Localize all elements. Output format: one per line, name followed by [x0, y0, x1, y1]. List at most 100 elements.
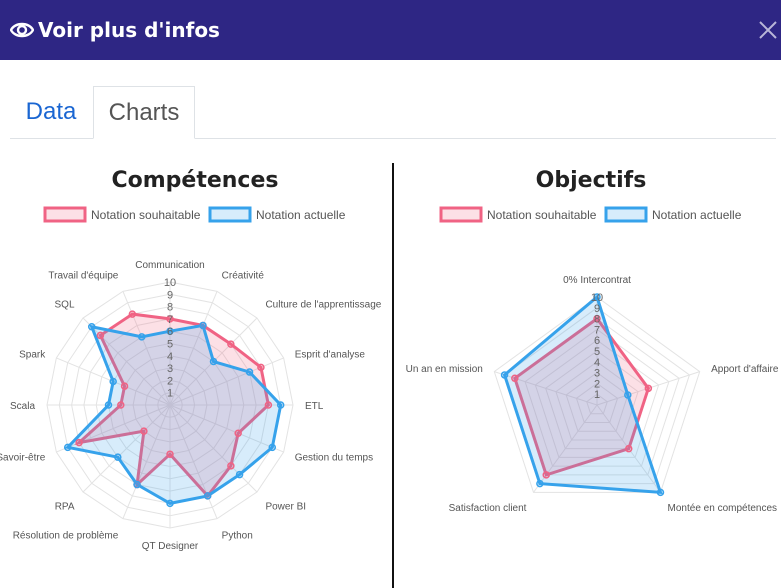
data-point-souhaitable-culture-de-l-apprentissage[interactable]	[227, 340, 235, 348]
data-point-actuelle-satisfaction-client[interactable]	[536, 479, 544, 488]
grid-spoke	[169, 404, 284, 453]
grid-ring	[524, 328, 670, 467]
grid-spoke	[169, 404, 218, 519]
grid-ring	[555, 361, 639, 441]
data-point-souhaitable-travail-d-equipe[interactable]	[128, 310, 137, 318]
data-point-souhaitable-etl[interactable]	[264, 401, 273, 409]
data-point-souhaitable-qt-designer[interactable]	[166, 450, 174, 458]
data-point-actuelle-gestion-du-temps[interactable]	[268, 443, 277, 452]
legend-item-souhaitable[interactable]: Notation souhaitable	[43, 206, 201, 223]
data-point-souhaitable-gestion-du-temps[interactable]	[234, 429, 242, 437]
legend-swatch	[43, 206, 87, 223]
data-point-actuelle-spark[interactable]	[109, 377, 117, 386]
data-point-souhaitable-0-intercontrat[interactable]	[593, 314, 601, 323]
axis-label-satisfaction-client: Satisfaction client	[449, 503, 527, 514]
data-point-souhaitable-un-an-en-mission[interactable]	[511, 374, 519, 383]
data-point-actuelle-0-intercontrat[interactable]	[593, 293, 601, 301]
tab-charts[interactable]: Charts	[93, 86, 195, 139]
grid-ring	[545, 350, 649, 450]
tabs-border	[10, 138, 776, 139]
legend-label: Notation actuelle	[652, 208, 742, 222]
legend-swatch	[208, 206, 252, 223]
tick-label-6: 6	[167, 326, 173, 338]
tick-label-2: 2	[167, 375, 173, 387]
tick-label-2: 2	[594, 378, 600, 390]
grid-spoke	[82, 404, 171, 493]
data-point-actuelle-scala[interactable]	[104, 401, 113, 409]
data-point-actuelle-montee-en-competences[interactable]	[656, 488, 665, 497]
data-point-actuelle-etl[interactable]	[276, 401, 285, 409]
chart-title: Objectifs	[536, 168, 647, 193]
tick-label-8: 8	[594, 314, 600, 326]
data-point-actuelle-creativite[interactable]	[199, 321, 207, 330]
modal-title: Voir plus d'infos	[38, 18, 220, 42]
grid-spoke	[122, 404, 171, 519]
axis-label-qt-designer: QT Designer	[142, 541, 199, 552]
data-point-actuelle-rpa[interactable]	[114, 453, 122, 461]
axis-label-apport-d-affaire: Apport d'affaire	[711, 364, 779, 375]
axis-label-spark: Spark	[19, 349, 46, 360]
data-point-actuelle-python[interactable]	[203, 492, 212, 500]
axis-label-esprit-d-analyse: Esprit d'analyse	[295, 349, 366, 360]
objectifs-radar-chart: Objectifs Notation souhaitable Notation ac…	[406, 168, 779, 514]
axis-label-etl: ETL	[305, 401, 324, 412]
axis-label-gestion-du-temps: Gestion du temps	[295, 453, 373, 464]
tick-label-1: 1	[594, 389, 600, 401]
data-point-actuelle-savoir-etre[interactable]	[63, 443, 72, 452]
tick-label-8: 8	[167, 302, 173, 314]
tick-label-7: 7	[167, 314, 173, 326]
axis-label-scala: Scala	[10, 401, 35, 412]
axis-label-un-an-en-mission: Un an en mission	[406, 364, 483, 375]
grid-ring	[565, 371, 629, 432]
tick-label-10: 10	[164, 277, 176, 289]
data-point-souhaitable-sql[interactable]	[96, 331, 105, 340]
legend-item-souhaitable[interactable]: Notation souhaitable	[439, 206, 597, 223]
legend-item-actuelle[interactable]: Notation actuelle	[604, 206, 742, 223]
data-point-souhaitable-apport-d-affaire[interactable]	[644, 384, 653, 393]
data-point-souhaitable-spark[interactable]	[120, 382, 129, 390]
data-point-souhaitable-esprit-d-analyse[interactable]	[257, 363, 265, 372]
grid-spoke	[122, 291, 171, 406]
data-point-actuelle-esprit-d-analyse[interactable]	[245, 368, 254, 376]
tick-label-5: 5	[594, 346, 600, 358]
data-point-actuelle-culture-de-l-apprentissage[interactable]	[209, 357, 218, 366]
tick-label-9: 9	[594, 303, 600, 315]
grid-spoke	[82, 317, 171, 406]
axis-label-resolution-de-probleme: Résolution de problème	[13, 531, 119, 542]
axis-label-communication: Communication	[135, 260, 204, 271]
data-point-actuelle-apport-d-affaire[interactable]	[624, 391, 632, 399]
legend-item-actuelle[interactable]: Notation actuelle	[208, 206, 346, 223]
data-point-actuelle-sql[interactable]	[87, 322, 96, 331]
close-icon[interactable]	[758, 20, 778, 40]
data-point-souhaitable-satisfaction-client[interactable]	[542, 471, 550, 479]
grid-spoke	[169, 357, 284, 406]
data-point-souhaitable-communication[interactable]	[166, 315, 174, 323]
tab-data[interactable]: Data	[25, 98, 77, 125]
data-point-actuelle-qt-designer[interactable]	[166, 499, 174, 508]
series-actuelle-area	[502, 294, 663, 495]
tick-label-4: 4	[167, 351, 173, 363]
grid-spoke	[169, 291, 218, 406]
data-point-souhaitable-scala[interactable]	[117, 401, 125, 409]
axis-label-culture-de-l-apprentissage: Culture de l'apprentissage	[265, 300, 381, 311]
data-point-souhaitable-savoir-etre[interactable]	[75, 438, 83, 447]
competences-radar-chart: Compétences Notation souhaitable Notation …	[0, 168, 382, 552]
tick-label-3: 3	[167, 363, 173, 375]
grid-ring	[586, 393, 608, 415]
data-point-actuelle-power-bi[interactable]	[235, 470, 244, 479]
axis-label-travail-d-equipe: Travail d'équipe	[48, 270, 118, 281]
grid-ring	[493, 296, 701, 493]
data-point-souhaitable-rpa[interactable]	[140, 427, 148, 435]
data-point-actuelle-resolution-de-probleme[interactable]	[133, 480, 141, 489]
data-point-actuelle-travail-d-equipe[interactable]	[138, 333, 146, 341]
charts-divider	[392, 163, 394, 588]
axis-label-montee-en-competences: Montée en compétences	[668, 503, 778, 514]
axis-label-creativite: Créativité	[222, 270, 265, 281]
series-actuelle-area	[64, 323, 283, 505]
legend-swatch	[439, 206, 483, 223]
data-point-actuelle-un-an-en-mission[interactable]	[500, 371, 509, 379]
legend-label: Notation actuelle	[256, 208, 346, 222]
data-point-actuelle-communication[interactable]	[166, 327, 174, 335]
data-point-souhaitable-montee-en-competences[interactable]	[624, 444, 633, 453]
data-point-souhaitable-power-bi[interactable]	[227, 462, 235, 470]
